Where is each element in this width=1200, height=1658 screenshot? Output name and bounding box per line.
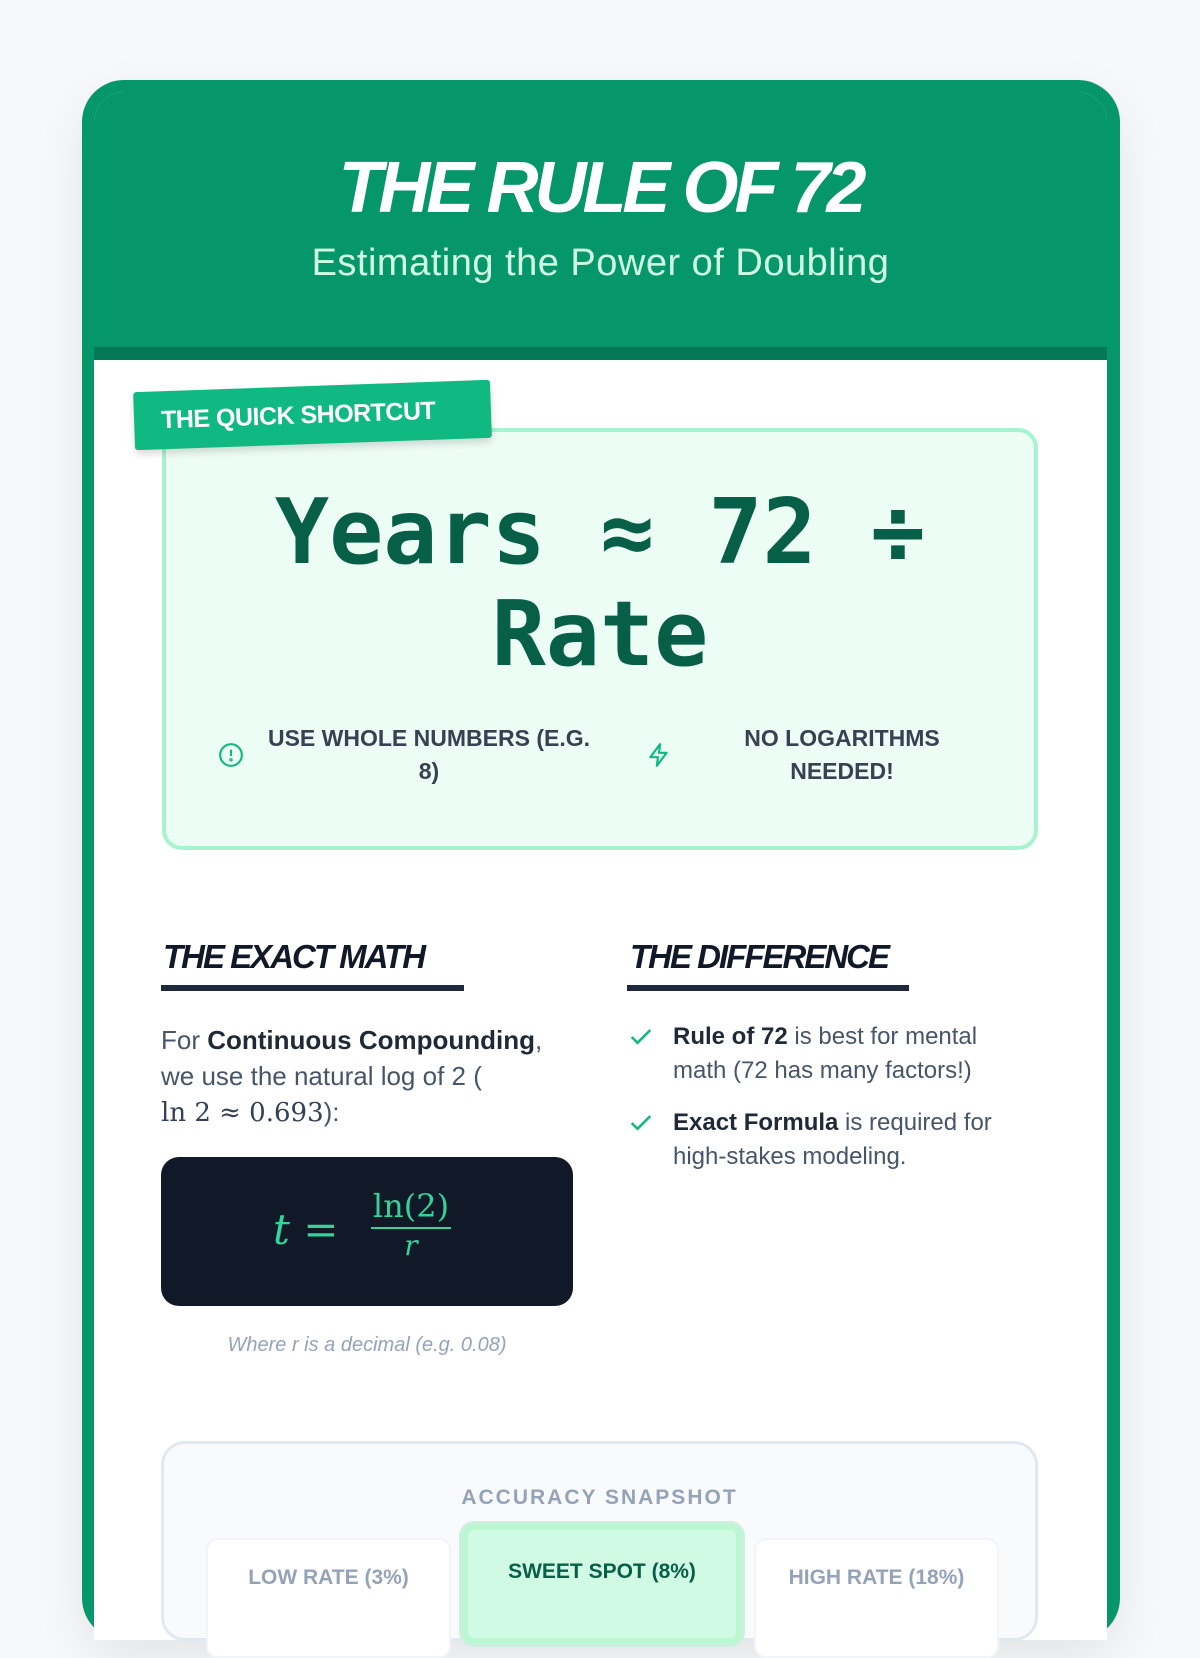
difference-item: Rule of 72 is best for mental math (72 h… [627,1020,1027,1088]
difference-item: Exact Formula is required for high-stake… [627,1106,1027,1174]
exact-formula-box: t = ln(2) r [161,1157,573,1306]
heading-underline [627,985,909,991]
page-title: THE RULE OF 72 [338,148,866,228]
formula-caption: Where r is a decimal (e.g. 0.08) [227,1334,507,1356]
bullet-text: NO LOGARITHMS NEEDED! [744,725,940,784]
bullet-no-logs: NO LOGARITHMS NEEDED! [646,722,986,788]
snapshot-card-high: HIGH RATE (18%) [754,1538,999,1658]
formula-line-2: Rate [491,582,709,687]
alert-circle-icon [219,743,243,767]
shortcut-formula: Years ≈ 72 ÷ Rate [166,482,1034,686]
formula-line-1: Years ≈ 72 ÷ [274,480,926,585]
snapshot-card-sweet-spot: SWEET SPOT (8%) [462,1524,742,1644]
check-icon [630,1115,652,1131]
accuracy-snapshot-panel: ACCURACY SNAPSHOT LOW RATE (3%) SWEET SP… [161,1441,1038,1658]
check-icon [630,1029,652,1045]
shortcut-box: Years ≈ 72 ÷ Rate USE WHOLE NUMBERS (E.G… [162,428,1038,850]
formula-lhs: t = [273,1205,339,1254]
snapshot-card-low: LOW RATE (3%) [206,1538,451,1658]
exact-math-text: For Continuous Compounding, we use the n… [161,1025,543,1128]
infographic-card: THE RULE OF 72 Estimating the Power of D… [82,80,1120,1640]
difference-heading: THE DIFFERENCE [630,938,890,975]
exact-math-heading: THE EXACT MATH [163,938,426,975]
page-subtitle: Estimating the Power of Doubling [311,242,890,284]
snapshot-title: ACCURACY SNAPSHOT [461,1486,738,1509]
bullet-text: USE WHOLE NUMBERS (E.G. 8) [267,725,590,784]
heading-underline [161,985,464,991]
bullet-whole-numbers: USE WHOLE NUMBERS (E.G. 8) [218,722,598,788]
header-divider [94,347,1107,360]
header: THE RULE OF 72 Estimating the Power of D… [94,92,1107,347]
lightning-icon [649,743,668,767]
formula-fraction: ln(2) r [371,1187,451,1262]
